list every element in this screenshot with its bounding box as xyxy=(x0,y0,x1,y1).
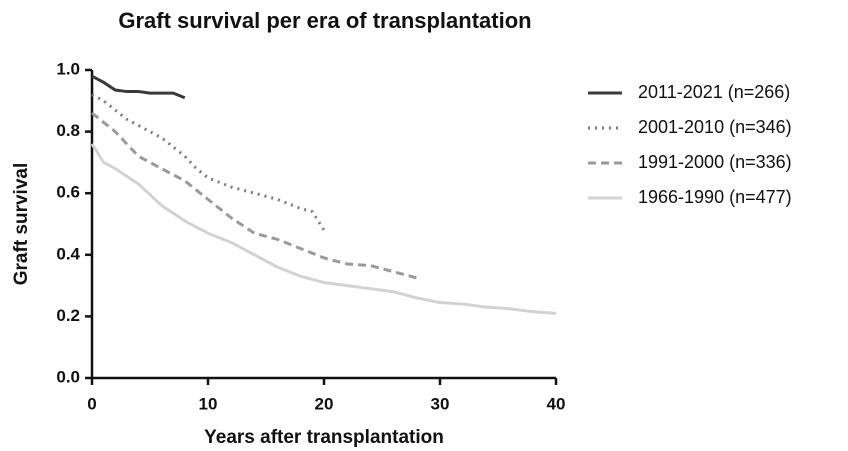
survival-line xyxy=(91,111,418,280)
x-axis-label: Years after transplantation xyxy=(204,427,444,448)
legend-label: 1966-1990 (n=477) xyxy=(638,187,792,207)
x-tick-label: 20 xyxy=(315,394,334,413)
y-tick-label: 1.0 xyxy=(56,59,80,78)
survival-line xyxy=(90,143,557,315)
survival-line xyxy=(91,74,186,100)
x-tick-label: 10 xyxy=(199,394,218,413)
chart-title: Graft survival per era of transplantatio… xyxy=(118,8,531,33)
x-tick-label: 0 xyxy=(87,394,96,413)
survival-line xyxy=(91,93,326,231)
x-tick-label: 30 xyxy=(431,394,450,413)
y-tick-label: 0.8 xyxy=(56,121,80,140)
x-tick-label: 40 xyxy=(547,394,566,413)
legend-label: 1991-2000 (n=336) xyxy=(638,152,792,172)
y-tick-label: 0.0 xyxy=(56,367,80,386)
legend-label: 2011-2021 (n=266) xyxy=(638,82,790,102)
y-axis-label: Graft survival xyxy=(11,163,32,286)
y-tick-label: 0.6 xyxy=(56,183,80,202)
y-tick-label: 0.2 xyxy=(56,306,80,325)
y-tick-label: 0.4 xyxy=(56,244,80,263)
legend-label: 2001-2010 (n=346) xyxy=(638,117,792,137)
